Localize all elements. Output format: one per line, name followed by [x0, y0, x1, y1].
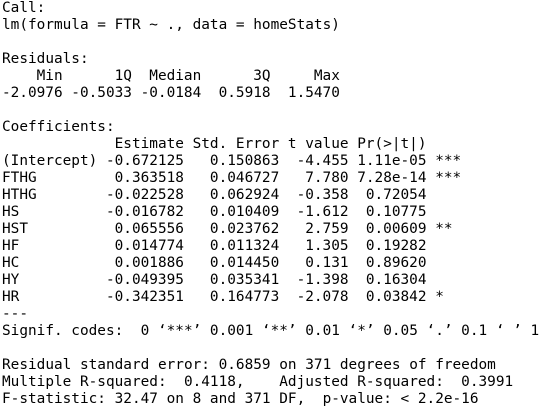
coef-value: -0.358 [296, 187, 349, 203]
coef-value: 0.011324 [209, 238, 280, 254]
coef-value: 0.89620 [365, 255, 427, 271]
residual-value: 0.5918 [218, 85, 271, 101]
coef-value: 0.150863 [209, 153, 280, 169]
coef-value: 0.131 [305, 255, 349, 271]
term-name: HR [2, 289, 20, 305]
coef-value: 0.164773 [209, 289, 280, 305]
coef-value: -0.016782 [105, 204, 184, 220]
coef-value: 0.03842 [365, 289, 427, 305]
column-header: Max [313, 68, 340, 84]
column-header: Min [36, 68, 63, 84]
summary-line: Multiple R-squared: 0.4118, Adjusted R-s… [2, 374, 514, 390]
call-formula: lm(formula = FTR ~ ., data = homeStats) [2, 17, 340, 33]
residual-value: 1.5470 [287, 85, 340, 101]
section-label: Residuals: [2, 51, 89, 67]
column-header: Std. Error [192, 136, 280, 152]
column-header: Pr(>|t|) [357, 136, 427, 152]
coef-value: 0.062924 [209, 187, 280, 203]
signif-codes: Signif. codes: 0 ‘***’ 0.001 ‘**’ 0.01 ‘… [2, 323, 540, 339]
term-name: HC [2, 255, 20, 271]
coef-value: -0.022528 [105, 187, 184, 203]
coef-value: 7.28e-14 [357, 170, 427, 186]
term-name: HF [2, 238, 20, 254]
coef-value: 0.001886 [114, 255, 184, 271]
residual-value: -0.0184 [140, 85, 202, 101]
term-name: HTHG [2, 187, 37, 203]
coef-value: 0.16304 [365, 272, 427, 288]
coef-value: 0.014774 [114, 238, 184, 254]
coef-value: 0.19282 [365, 238, 427, 254]
coef-value: 0.10775 [365, 204, 427, 220]
coef-value: -0.342351 [105, 289, 184, 305]
signif-stars: *** [435, 153, 462, 169]
residual-value: -0.5033 [71, 85, 132, 101]
separator: --- [2, 306, 28, 322]
term-name: (Intercept) [2, 153, 98, 169]
term-name: HS [2, 204, 20, 220]
signif-stars: * [435, 289, 444, 305]
section-label: Call: [2, 0, 46, 16]
coef-value: 0.72054 [365, 187, 427, 203]
coef-value: 0.363518 [114, 170, 184, 186]
summary-line: F-statistic: 32.47 on 8 and 371 DF, p-va… [2, 391, 479, 407]
column-header: 3Q [253, 68, 271, 84]
column-header: Median [149, 68, 202, 84]
coef-value: 0.046727 [209, 170, 280, 186]
coef-value: -0.672125 [105, 153, 184, 169]
term-name: HST [2, 221, 28, 237]
coef-value: 0.00609 [365, 221, 427, 237]
column-header: 1Q [114, 68, 132, 84]
column-header: Estimate [114, 136, 184, 152]
signif-stars: *** [435, 170, 462, 186]
section-label: Coefficients: [2, 119, 115, 135]
coef-value: 0.010409 [209, 204, 280, 220]
coef-value: 7.780 [305, 170, 349, 186]
residual-value: -2.0976 [1, 85, 63, 101]
summary-line: Residual standard error: 0.6859 on 371 d… [2, 357, 496, 373]
coef-value: 0.023762 [209, 221, 280, 237]
column-header: t value [287, 136, 349, 152]
coef-value: 2.759 [305, 221, 349, 237]
coef-value: -4.455 [296, 153, 349, 169]
coef-value: 0.035341 [209, 272, 280, 288]
term-name: HY [2, 272, 20, 288]
coef-value: 1.11e-05 [357, 153, 427, 169]
coef-value: 0.065556 [114, 221, 184, 237]
signif-stars: ** [435, 221, 453, 237]
coef-value: -2.078 [296, 289, 349, 305]
coef-value: 0.014450 [209, 255, 280, 271]
coef-value: -1.398 [296, 272, 349, 288]
coef-value: -1.612 [296, 204, 349, 220]
term-name: FTHG [2, 170, 37, 186]
coef-value: 1.305 [305, 238, 349, 254]
coef-value: -0.049395 [105, 272, 184, 288]
